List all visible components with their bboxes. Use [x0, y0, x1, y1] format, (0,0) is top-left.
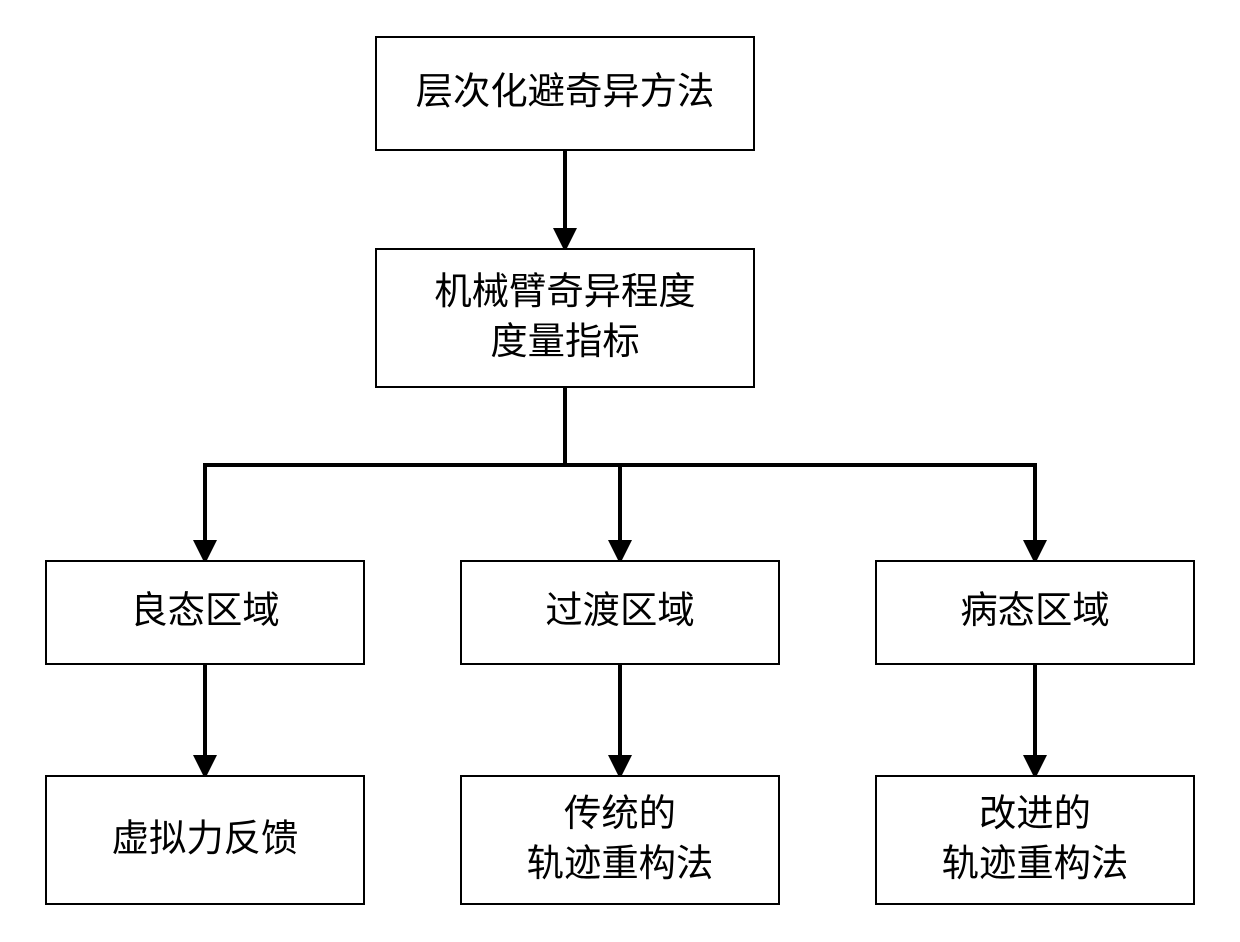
flowchart-edge-metric-r1	[205, 388, 565, 560]
flowchart-node-label: 过渡区域	[545, 587, 694, 637]
flowchart-node-label: 层次化避奇异方法	[416, 68, 715, 118]
flowchart-node-root: 层次化避奇异方法	[375, 36, 755, 151]
flowchart-node-metric: 机械臂奇异程度 度量指标	[375, 248, 755, 388]
flowchart-node-label: 虚拟力反馈	[112, 815, 299, 865]
flowchart-node-label: 传统的 轨迹重构法	[527, 790, 714, 891]
flowchart-node-m2: 传统的 轨迹重构法	[460, 775, 780, 905]
flowchart-node-m1: 虚拟力反馈	[45, 775, 365, 905]
flowchart-node-r1: 良态区域	[45, 560, 365, 665]
flowchart-edge-metric-r3	[565, 388, 1035, 560]
flowchart-node-label: 改进的 轨迹重构法	[942, 790, 1129, 891]
flowchart-node-r2: 过渡区域	[460, 560, 780, 665]
flowchart-node-label: 病态区域	[960, 587, 1109, 637]
flowchart-node-m3: 改进的 轨迹重构法	[875, 775, 1195, 905]
flowchart-node-label: 机械臂奇异程度 度量指标	[434, 268, 695, 369]
flowchart-node-label: 良态区域	[130, 587, 279, 637]
flowchart-edge-metric-r2	[565, 388, 620, 560]
flowchart-node-r3: 病态区域	[875, 560, 1195, 665]
